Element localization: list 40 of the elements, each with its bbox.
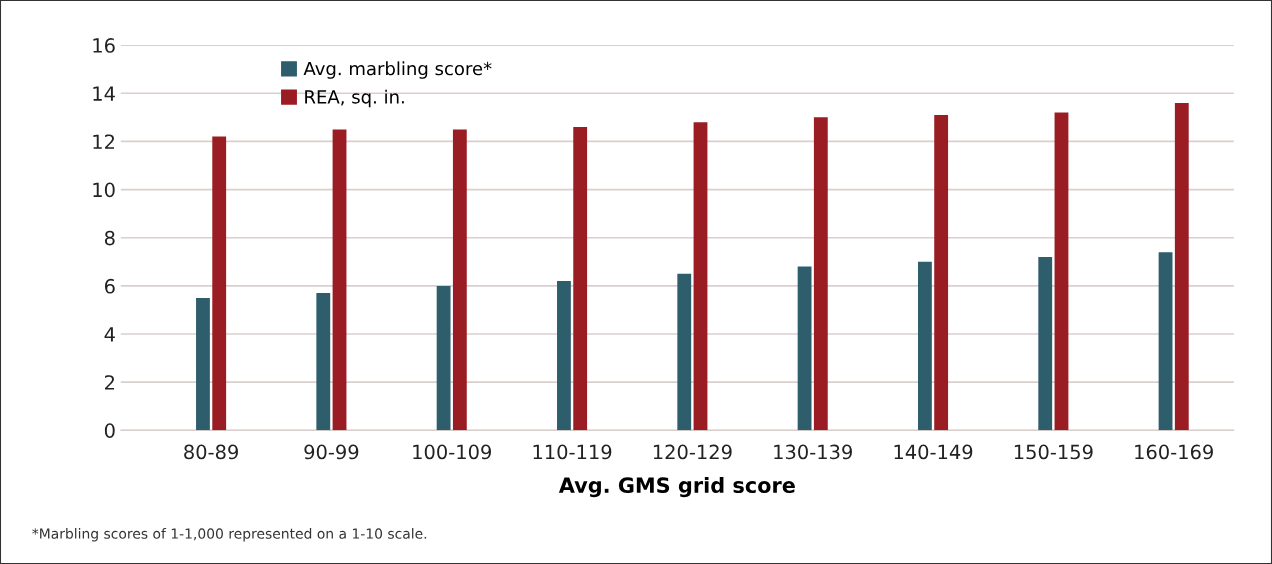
x-axis-title: Avg. GMS grid score	[558, 476, 795, 498]
bar	[1174, 102, 1189, 431]
text: *Marbling scores of 1-1,000 represented on a 1-10 scale.	[32, 528, 427, 542]
bar	[813, 117, 828, 431]
x-tick-label: 160-169	[1135, 444, 1213, 460]
x-tick-label: 80-89	[184, 444, 238, 460]
bar	[1038, 256, 1053, 431]
y-tick-label: 8	[104, 230, 115, 246]
bar	[196, 297, 210, 431]
bar	[557, 281, 571, 431]
y-tick-label: 12	[93, 134, 115, 149]
y-tick-label: 6	[104, 278, 115, 294]
bar	[917, 261, 932, 431]
y-tick-label: 10	[93, 182, 115, 198]
y-tick-label: 0	[104, 423, 115, 438]
bar	[934, 114, 949, 431]
bar	[332, 129, 347, 431]
x-tick-label: 130-139	[774, 444, 852, 460]
bar	[677, 273, 692, 431]
bar	[452, 129, 467, 431]
x-tick-label: 150-159	[1014, 444, 1093, 460]
legend-label: REA, sq. in.	[305, 89, 404, 108]
bar	[436, 285, 451, 431]
x-tick-label: 100-109	[413, 444, 491, 460]
x-tick-label: 90-99	[304, 444, 359, 460]
bar	[212, 136, 227, 431]
bar	[316, 293, 331, 431]
bar	[693, 122, 708, 431]
x-tick-label: 110-119	[533, 444, 612, 460]
y-tick-label: 16	[93, 38, 115, 53]
y-tick-label: 2	[105, 375, 115, 390]
x-tick-label: 140-149	[894, 444, 973, 460]
x-tick-label: 120-129	[653, 444, 732, 460]
legend-label: Avg. marbling score*	[303, 61, 492, 79]
y-tick-label: 4	[104, 327, 115, 342]
bar	[573, 126, 588, 431]
bar	[1054, 112, 1069, 431]
y-tick-label: 14	[93, 86, 115, 101]
bar	[1158, 252, 1173, 431]
bar	[797, 266, 812, 431]
